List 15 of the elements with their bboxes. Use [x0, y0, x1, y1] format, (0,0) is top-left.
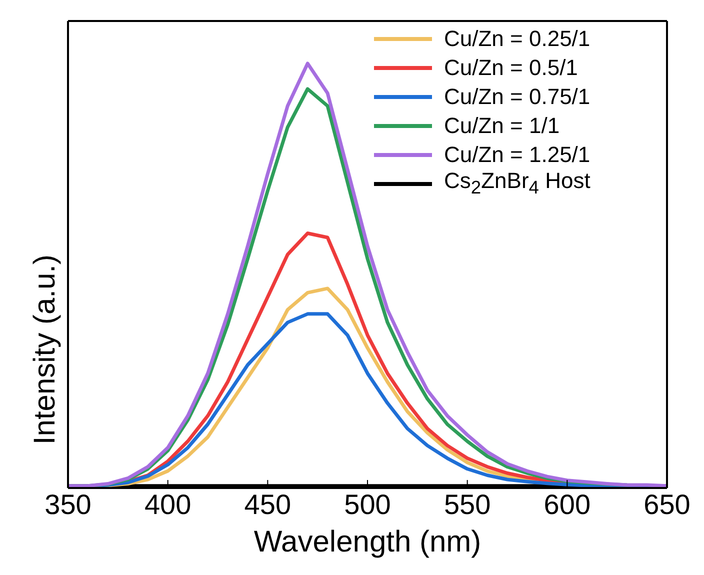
x-tick-label: 600	[544, 488, 591, 520]
y-axis-title: Intensity (a.u.)	[28, 254, 62, 445]
x-axis-title: Wavelength (nm)	[254, 525, 482, 558]
legend-label: Cu/Zn = 0.5/1	[444, 54, 578, 80]
x-tick-label: 650	[644, 488, 690, 520]
x-tick-label: 550	[444, 488, 491, 520]
x-tick-label: 350	[44, 488, 92, 520]
legend-label: Cu/Zn = 0.25/1	[444, 26, 590, 52]
x-tick-label: 500	[344, 488, 391, 520]
legend-label: Cu/Zn = 0.75/1	[444, 84, 590, 110]
legend-label: Cu/Zn = 1/1	[444, 112, 560, 138]
x-tick-label: 400	[144, 488, 192, 520]
legend-label: Cu/Zn = 1.25/1	[444, 142, 590, 168]
x-tick-label: 450	[244, 488, 292, 520]
legend-label: Cs$_{2}$ZnBr$_{4}$ Host	[444, 168, 590, 199]
